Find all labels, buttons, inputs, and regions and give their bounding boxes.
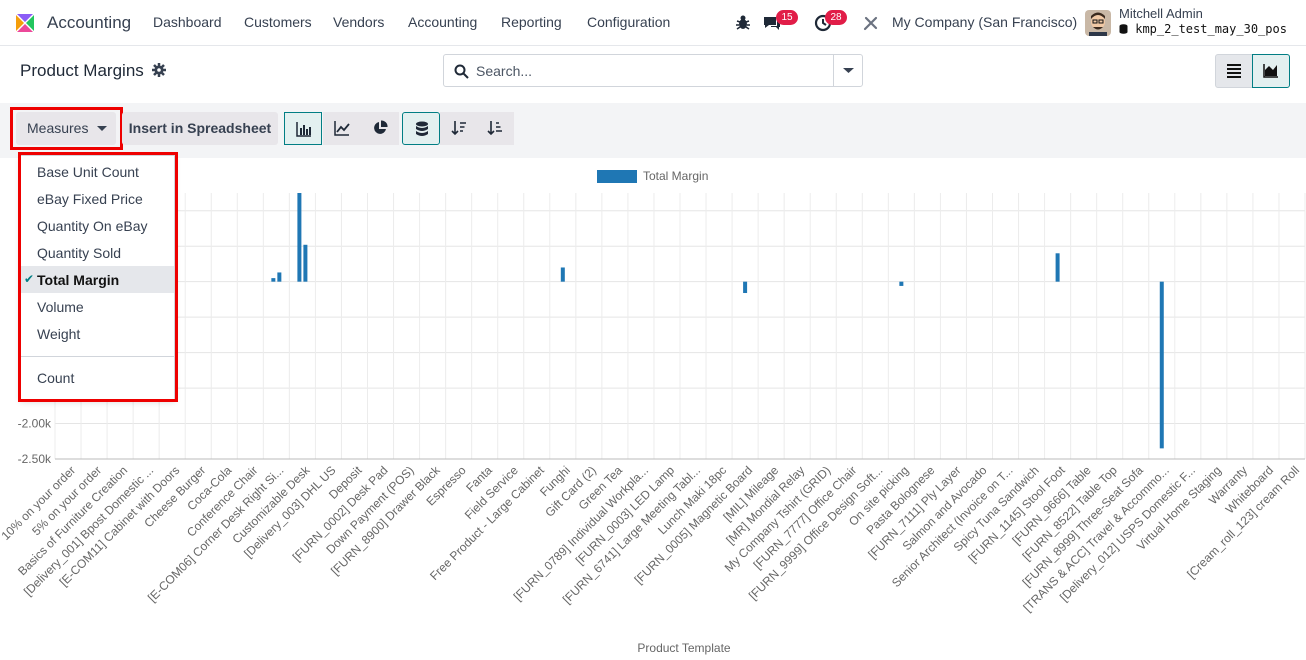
measure-label: Quantity Sold [37, 245, 122, 261]
measure-count[interactable]: Count [21, 364, 174, 391]
measure-quantity-on-ebay[interactable]: Quantity On eBay [21, 212, 174, 239]
measures-label: Measures [27, 120, 89, 136]
search-icon [454, 64, 469, 79]
database-icon [416, 121, 428, 136]
measure-total-margin[interactable]: ✔ Total Margin [21, 266, 174, 293]
graph-view-button[interactable] [1252, 54, 1290, 88]
measure-label: Base Unit Count [37, 164, 139, 180]
measures-dropdown: Base Unit Count eBay Fixed Price Quantit… [20, 155, 175, 400]
measure-label: Volume [37, 299, 84, 315]
bar [1159, 281, 1164, 449]
bar [297, 193, 302, 282]
menu-dashboard[interactable]: Dashboard [153, 14, 222, 30]
database-icon [1119, 24, 1128, 34]
user-avatar[interactable] [1085, 10, 1111, 36]
pie-chart-icon [374, 120, 388, 134]
gear-icon[interactable] [152, 63, 166, 77]
caret-down-icon [97, 126, 107, 131]
app-name[interactable]: Accounting [47, 13, 132, 32]
messages-badge: 15 [776, 10, 798, 25]
activities-badge: 28 [825, 10, 847, 25]
insert-spreadsheet-button[interactable]: Insert in Spreadsheet [122, 112, 278, 145]
x-tick-label: Basics of Furniture Creation [15, 463, 130, 578]
line-chart-button[interactable] [323, 112, 361, 145]
search-options-toggle[interactable] [833, 55, 862, 86]
menu-customers[interactable]: Customers [244, 14, 312, 30]
bar [277, 272, 282, 282]
x-axis-title: Product Template [637, 641, 730, 655]
company-switcher[interactable]: My Company (San Francisco) [892, 14, 1078, 30]
list-icon [1227, 64, 1241, 78]
measure-base-unit-count[interactable]: Base Unit Count [21, 158, 174, 185]
bar [271, 278, 276, 282]
measure-ebay-fixed-price[interactable]: eBay Fixed Price [21, 185, 174, 212]
dropdown-divider [21, 356, 174, 357]
sort-descending-icon [451, 121, 466, 136]
search-bar [443, 54, 863, 87]
page-title: Product Margins [20, 61, 144, 80]
tools-icon[interactable] [861, 13, 881, 33]
search-input[interactable] [476, 55, 831, 86]
list-view-button[interactable] [1215, 54, 1253, 88]
measure-label: Quantity On eBay [37, 218, 148, 234]
measure-label: eBay Fixed Price [37, 191, 143, 207]
bar-chart-icon [296, 122, 311, 137]
menu-vendors[interactable]: Vendors [333, 14, 385, 30]
accounting-app-icon[interactable] [14, 12, 36, 34]
user-name[interactable]: Mitchell Admin [1119, 6, 1203, 21]
legend-label: Total Margin [643, 169, 708, 183]
measures-button[interactable]: Measures [16, 112, 116, 145]
measure-label: Total Margin [37, 272, 120, 288]
line-chart-icon [334, 121, 350, 136]
y-tick-label: -2.00k [18, 417, 52, 431]
stacked-button[interactable] [402, 112, 440, 145]
menu-configuration[interactable]: Configuration [587, 14, 671, 30]
pie-chart-button[interactable] [361, 112, 399, 145]
legend-swatch [597, 170, 637, 183]
bar [899, 281, 904, 286]
measure-quantity-sold[interactable]: Quantity Sold [21, 239, 174, 266]
measure-label: Weight [37, 326, 81, 342]
y-tick-label: -2.50k [18, 452, 52, 466]
sort-ascending-button[interactable] [476, 112, 514, 145]
checkmark-icon: ✔ [24, 272, 35, 286]
measure-volume[interactable]: Volume [21, 293, 174, 320]
area-chart-icon [1263, 64, 1278, 78]
bug-icon[interactable] [733, 13, 753, 33]
bar [1055, 253, 1060, 282]
menu-accounting[interactable]: Accounting [408, 14, 478, 30]
bar [743, 281, 748, 294]
measure-weight[interactable]: Weight [21, 320, 174, 347]
menu-reporting[interactable]: Reporting [501, 14, 562, 30]
bar [303, 244, 308, 282]
top-navbar: Accounting Dashboard Customers Vendors A… [0, 0, 1306, 46]
bar [560, 267, 565, 282]
sort-descending-button[interactable] [440, 112, 478, 145]
bar-chart-button[interactable] [284, 112, 322, 145]
sort-ascending-icon [487, 121, 502, 136]
database-name: kmp_2_test_may_30_pos [1119, 22, 1287, 36]
database-name-text: kmp_2_test_may_30_pos [1135, 22, 1287, 36]
measure-label: Count [37, 370, 75, 386]
caret-down-icon [843, 68, 854, 73]
